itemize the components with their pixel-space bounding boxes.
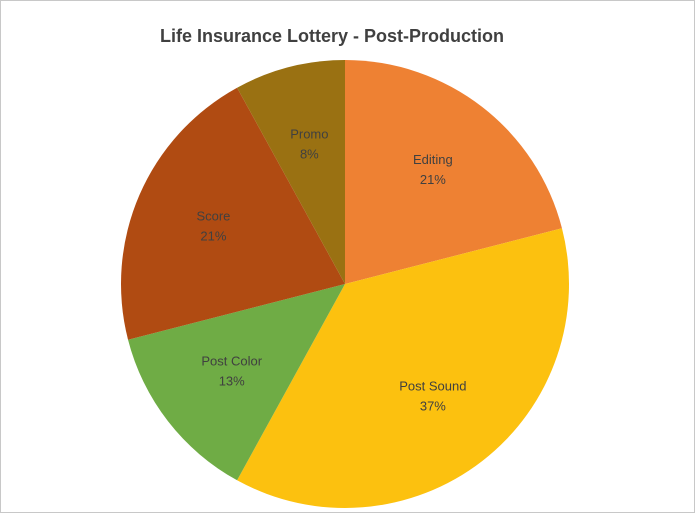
pie-slice xyxy=(237,228,570,509)
slice-value-label: 21% xyxy=(200,229,226,244)
slice-value-label: 37% xyxy=(420,399,446,414)
slice-name: Post Sound xyxy=(399,379,466,394)
slice-name: Post Color xyxy=(201,353,262,368)
slice-name: Editing xyxy=(413,152,453,167)
slice-name: Score xyxy=(196,209,230,224)
slice-name: Promo xyxy=(290,127,328,142)
pie-slice xyxy=(120,87,345,340)
slice-value-label: 8% xyxy=(300,147,319,162)
chart-title: Life Insurance Lottery - Post-Production xyxy=(160,26,504,46)
slice-value-label: 21% xyxy=(420,172,446,187)
slice-value-label: 13% xyxy=(219,373,245,388)
pie-slice xyxy=(237,60,345,284)
pie-slice xyxy=(128,284,345,481)
pie-slice xyxy=(345,60,562,284)
